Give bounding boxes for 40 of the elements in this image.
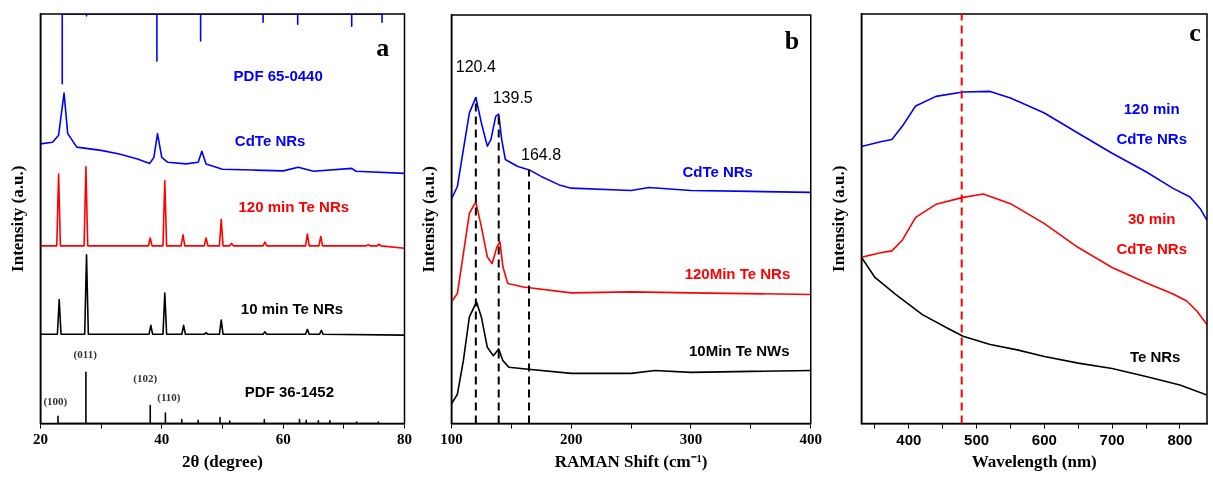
series-label: CdTe NRs: [234, 132, 306, 150]
x-tick-label: 600: [1031, 430, 1057, 448]
x-tick-label: 60: [275, 431, 291, 448]
x-tick-label: 400: [896, 430, 922, 448]
x-axis-title: Wavelength (nm): [971, 452, 1097, 472]
y-axis-title: Intensity (a.u.): [828, 165, 848, 272]
series-label: 30 min CdTe NRs: [1116, 210, 1187, 258]
series-label: Te NRs: [1129, 348, 1181, 366]
x-axis-title: 2θ (degree): [182, 452, 263, 472]
y-axis-title: Intensity (a.u.): [7, 165, 27, 272]
series-label: 120 min CdTe NRs: [1116, 99, 1187, 147]
ref-line-label: 139.5: [492, 88, 533, 106]
annotation: (011): [73, 348, 98, 362]
annotation: (102): [133, 371, 158, 385]
x-tick-label: 400: [799, 431, 822, 448]
annotation: a: [376, 32, 390, 62]
x-tick-label: 800: [1167, 430, 1193, 448]
series-label: 10Min Te NWs: [688, 342, 790, 360]
series-label: 120 min Te NRs: [238, 197, 350, 215]
x-tick-label: 200: [559, 431, 583, 448]
annotation: (100): [43, 394, 68, 408]
y-axis-title: Intensity (a.u.): [418, 166, 438, 273]
ref-line-label: 120.4: [455, 57, 496, 75]
x-axis-title: RAMAN Shift (cm⁻¹): [554, 452, 708, 472]
x-tick-label: 80: [397, 431, 412, 448]
x-tick-label: 100: [440, 431, 463, 448]
x-tick-label: 40: [154, 431, 170, 448]
annotation: (110): [157, 391, 181, 405]
series-label: 10 min Te NRs: [240, 299, 344, 317]
x-tick-label: 300: [679, 431, 703, 448]
text: c: [1189, 18, 1201, 48]
series-label: CdTe NRs: [682, 163, 753, 181]
text: PDF 65-0440: [233, 67, 323, 85]
x-tick-label: 500: [964, 430, 990, 448]
ref-line-label: 164.8: [521, 146, 562, 164]
series-label: 120Min Te NRs: [684, 265, 791, 283]
series-label: PDF 36-1452: [244, 382, 335, 400]
text: b: [784, 26, 800, 56]
x-tick-label: 700: [1099, 430, 1125, 448]
x-tick-label: 20: [32, 431, 48, 448]
